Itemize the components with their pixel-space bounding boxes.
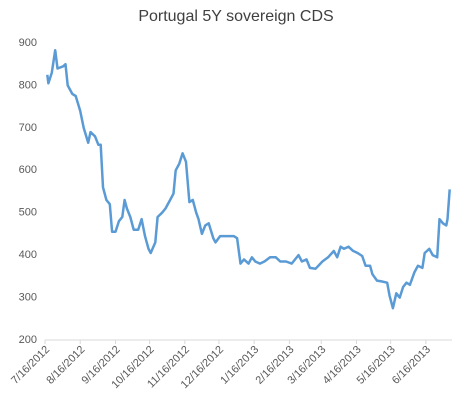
y-tick-label: 400: [19, 249, 37, 261]
y-tick-label: 600: [19, 164, 37, 176]
y-tick-label: 500: [19, 207, 37, 219]
data-line: [46, 48, 451, 310]
y-tick-label: 900: [19, 37, 37, 49]
y-tick-label: 300: [19, 291, 37, 303]
chart-title: Portugal 5Y sovereign CDS: [138, 8, 333, 25]
y-tick-label: 200: [19, 334, 37, 346]
y-tick-label: 700: [19, 122, 37, 134]
y-tick-label: 800: [19, 79, 37, 91]
x-tick-label: 6/16/2013: [390, 344, 433, 387]
